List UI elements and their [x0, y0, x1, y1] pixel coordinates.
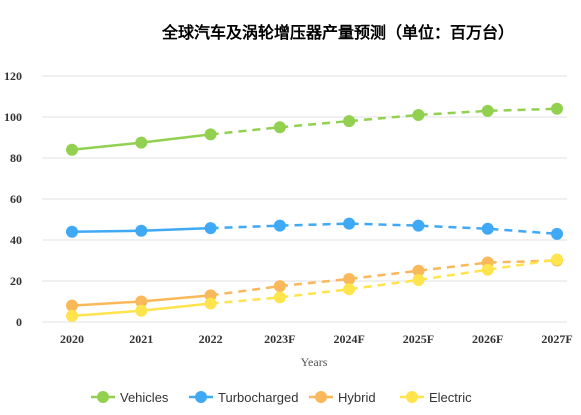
data-point: [551, 227, 563, 240]
legend-swatch-marker: [406, 391, 418, 403]
y-tick-label: 20: [10, 274, 22, 288]
legend-label: Hybrid: [338, 390, 376, 405]
series-vehicles: [66, 102, 563, 156]
data-point: [204, 222, 217, 235]
series-group: [66, 102, 563, 322]
data-point: [66, 225, 78, 238]
legend-item-electric: Electric: [400, 390, 472, 405]
y-axis-ticks: 0 20 40 60 80 100 120: [4, 69, 22, 329]
data-point: [273, 291, 286, 304]
data-point: [273, 219, 286, 232]
data-point: [481, 263, 494, 276]
x-tick-label: 2020: [60, 332, 84, 346]
data-point: [135, 224, 148, 237]
data-point: [343, 217, 356, 230]
x-tick-label: 2022: [199, 332, 223, 346]
grid-lines: [42, 75, 567, 323]
y-tick-label: 0: [16, 315, 22, 329]
y-tick-label: 60: [10, 192, 22, 206]
x-tick-label: 2023F: [264, 332, 295, 346]
data-point: [273, 280, 286, 293]
legend: Vehicles Turbocharged Hybrid Electric: [91, 390, 472, 405]
data-point: [551, 102, 563, 115]
series-electric: [66, 253, 563, 322]
data-point: [204, 297, 217, 310]
data-point: [343, 272, 356, 285]
legend-swatch-marker: [195, 391, 207, 403]
legend-item-vehicles: Vehicles: [91, 390, 169, 405]
series-line-dashed: [210, 258, 558, 305]
y-tick-label: 120: [4, 69, 22, 83]
legend-label: Electric: [429, 390, 472, 405]
series-line-dashed: [210, 107, 558, 136]
data-point: [204, 128, 217, 141]
legend-swatch-marker: [97, 391, 109, 403]
data-point: [135, 295, 148, 308]
data-point: [204, 289, 217, 302]
data-point: [412, 219, 425, 232]
legend-swatch-marker: [315, 391, 327, 403]
legend-label: Vehicles: [120, 390, 169, 405]
series-line-dashed: [210, 222, 558, 236]
x-tick-label: 2026F: [472, 332, 503, 346]
data-point: [135, 304, 148, 317]
series-turbocharged: [66, 217, 563, 240]
y-tick-label: 100: [4, 110, 22, 124]
x-axis-ticks: 2020 2021 2022 2023F 2024F 2025F 2026F 2027F: [60, 332, 573, 346]
data-point: [66, 299, 78, 312]
data-point: [273, 121, 286, 134]
data-point: [66, 143, 78, 156]
series-line-dashed: [210, 259, 558, 297]
data-point: [412, 273, 425, 286]
x-tick-label: 2024F: [333, 332, 364, 346]
data-point: [343, 115, 356, 128]
legend-label: Turbocharged: [218, 390, 298, 405]
legend-item-turbocharged: Turbocharged: [189, 390, 298, 405]
x-tick-label: 2021: [129, 332, 153, 346]
data-point: [66, 309, 78, 322]
x-axis-title: Years: [301, 355, 328, 369]
data-point: [412, 108, 425, 121]
data-point: [481, 104, 494, 117]
x-tick-label: 2025F: [403, 332, 434, 346]
x-tick-label: 2027F: [541, 332, 572, 346]
series-hybrid: [66, 254, 563, 312]
legend-item-hybrid: Hybrid: [309, 390, 376, 405]
data-point: [412, 264, 425, 277]
data-point: [343, 283, 356, 296]
data-point: [481, 222, 494, 235]
data-point: [135, 136, 148, 149]
y-tick-label: 40: [10, 233, 22, 247]
chart-title: 全球汽车及涡轮增压器产量预测（单位：百万台）: [161, 23, 514, 42]
data-point: [551, 253, 563, 266]
y-tick-label: 80: [10, 151, 22, 165]
